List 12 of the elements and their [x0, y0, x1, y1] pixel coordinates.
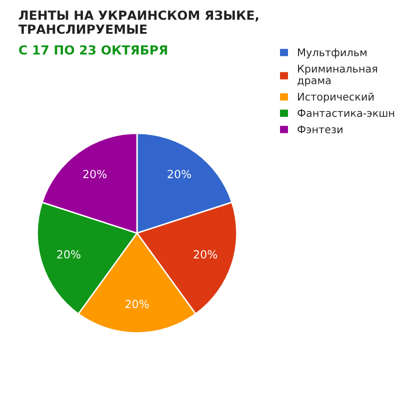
legend-label: Исторический: [298, 92, 374, 103]
chart-subtitle: С 17 ПО 23 ОКТЯБРЯ: [19, 45, 168, 55]
legend-label: Мультфильм: [298, 48, 366, 58]
data-label: 20%: [83, 170, 107, 178]
chart-title: ЛЕНТЫ НА УКРАИНСКОМ ЯЗЫКЕ, ТРАНСЛИРУЕМЫЕ: [18, 10, 258, 34]
data-label: 20%: [168, 170, 191, 178]
legend-label: Фантастика-экшн: [298, 109, 394, 117]
data-label: 20%: [57, 250, 80, 259]
data-label: 20%: [125, 300, 149, 308]
data-label: 20%: [194, 250, 218, 259]
legend-label: Фэнтези: [298, 126, 342, 134]
legend-label: Криминальная драма: [298, 64, 377, 86]
